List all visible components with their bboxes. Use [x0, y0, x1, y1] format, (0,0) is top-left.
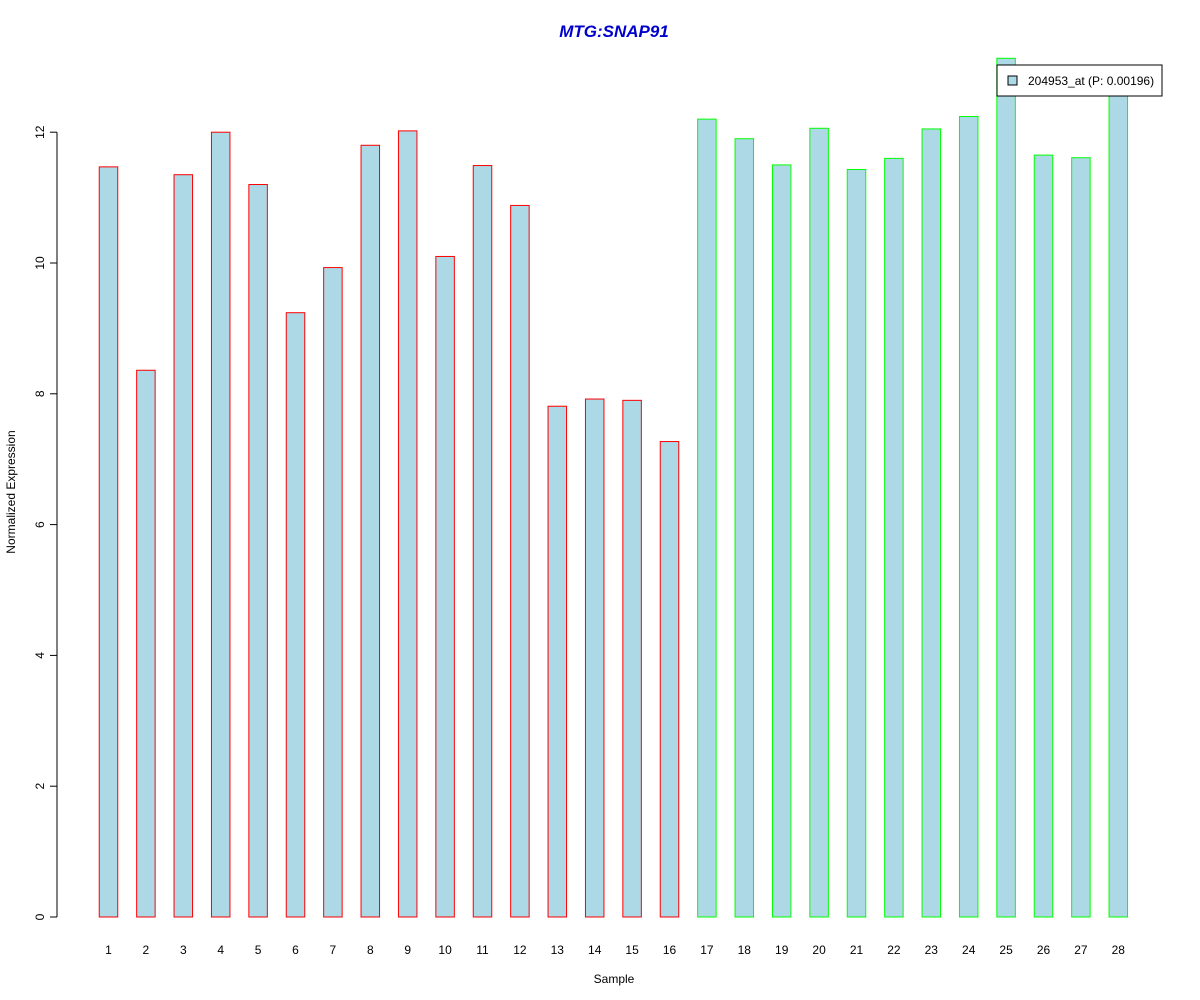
- bar-sample-17: [697, 118, 717, 918]
- bar-sample-1: [98, 166, 119, 918]
- y-tick-label: 10: [33, 256, 47, 270]
- x-tick-label: 9: [404, 943, 411, 957]
- x-tick-label: 15: [625, 943, 639, 957]
- x-tick-label: 21: [850, 943, 864, 957]
- x-tick-label: 18: [738, 943, 752, 957]
- x-tick-label: 14: [588, 943, 602, 957]
- y-tick-label: 2: [33, 783, 47, 790]
- legend-swatch: [1007, 75, 1018, 86]
- y-tick-label: 12: [33, 125, 47, 139]
- legend-label: 204953_at (P: 0.00196): [1028, 74, 1154, 88]
- y-tick-label: 8: [33, 390, 47, 397]
- bar-sample-26: [1033, 154, 1054, 918]
- bar-sample-5: [248, 184, 268, 918]
- x-tick-label: 27: [1074, 943, 1088, 957]
- bar-sample-3: [173, 174, 194, 918]
- x-tick-label: 28: [1112, 943, 1126, 957]
- x-tick-label: 22: [887, 943, 901, 957]
- bars-group: [98, 57, 1129, 918]
- x-tick-label: 17: [700, 943, 714, 957]
- x-tick-label: 8: [367, 943, 374, 957]
- chart-title: MTG:SNAP91: [559, 22, 669, 41]
- bar-sample-4: [210, 131, 231, 918]
- x-tick-label: 11: [476, 943, 489, 957]
- x-tick-label: 5: [255, 943, 262, 957]
- bar-sample-27: [1071, 157, 1091, 918]
- bar-sample-24: [958, 116, 979, 918]
- x-tick-label: 12: [513, 943, 527, 957]
- bar-sample-19: [771, 164, 792, 918]
- x-tick-label: 6: [292, 943, 299, 957]
- bar-sample-9: [397, 130, 418, 918]
- bar-sample-16: [659, 441, 680, 918]
- bar-sample-20: [809, 127, 829, 918]
- bar-sample-25: [996, 57, 1016, 918]
- x-tick-label: 20: [812, 943, 826, 957]
- x-tick-label: 23: [925, 943, 939, 957]
- x-tick-label: 26: [1037, 943, 1051, 957]
- x-tick-label: 25: [999, 943, 1013, 957]
- bar-sample-14: [584, 398, 605, 918]
- bar-sample-6: [285, 312, 306, 918]
- x-tick-label: 3: [180, 943, 187, 957]
- bar-sample-10: [435, 255, 455, 918]
- bar-sample-11: [472, 165, 493, 918]
- bar-sample-12: [510, 204, 530, 918]
- x-tick-labels: 1 2 3 4 5 6 7 8 9 10 11 12 13 14 15 16 17 18 19 20 21 22 23 24 2…: [105, 943, 1125, 957]
- y-axis-title: Normalized Expression: [4, 430, 18, 553]
- bar-sample-18: [734, 138, 755, 918]
- bar-sample-21: [846, 168, 867, 918]
- y-axis: 0 2 4 6 8 10 12: [33, 125, 58, 920]
- y-tick-label: 0: [33, 913, 47, 920]
- x-tick-label: 4: [217, 943, 224, 957]
- bar-sample-13: [547, 405, 568, 918]
- bar-sample-23: [921, 128, 942, 918]
- bar-sample-7: [323, 267, 343, 918]
- x-tick-label: 16: [663, 943, 677, 957]
- bar-sample-22: [884, 157, 904, 918]
- x-axis-title: Sample: [594, 972, 635, 986]
- x-tick-label: 24: [962, 943, 976, 957]
- bar-sample-28: [1108, 93, 1129, 918]
- bar-sample-15: [622, 399, 642, 918]
- bar-sample-8: [360, 144, 381, 918]
- x-tick-label: 2: [143, 943, 150, 957]
- bar-sample-2: [136, 369, 156, 918]
- x-tick-label: 13: [551, 943, 565, 957]
- x-tick-label: 7: [330, 943, 337, 957]
- legend: 204953_at (P: 0.00196): [996, 64, 1163, 97]
- y-tick-label: 4: [33, 652, 47, 659]
- x-tick-label: 19: [775, 943, 789, 957]
- y-tick-label: 6: [33, 521, 47, 528]
- legend-box: [996, 64, 1163, 97]
- x-tick-label: 1: [105, 943, 112, 957]
- x-tick-label: 10: [438, 943, 452, 957]
